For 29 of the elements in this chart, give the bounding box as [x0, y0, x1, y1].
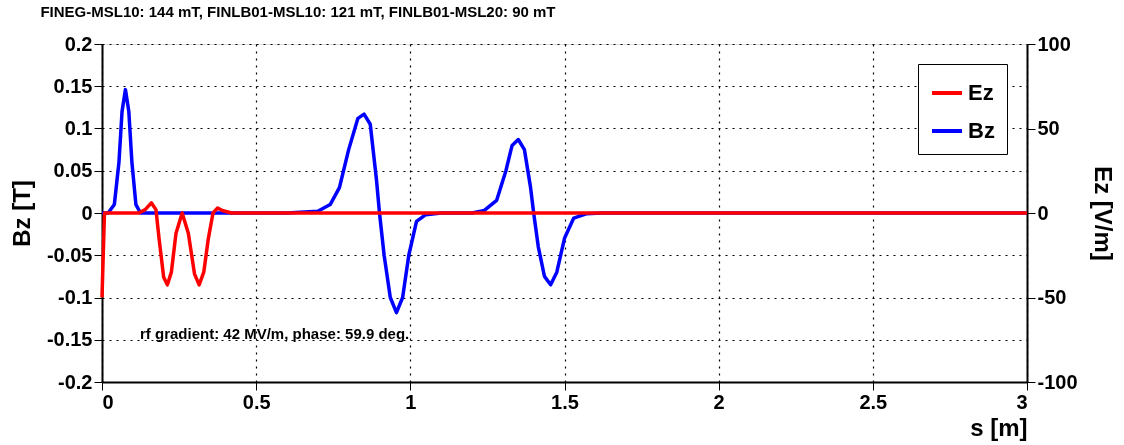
- annotation: rf gradient: 42 MV/m, phase: 59.9 deg.: [140, 325, 410, 342]
- y2-tick-label: -50: [1037, 286, 1067, 308]
- y-tick-label: -0.1: [58, 286, 93, 308]
- y-tick-label: 0.2: [64, 32, 93, 55]
- y-tick-label: -0.2: [58, 370, 93, 393]
- x-tick-label: 1.5: [551, 390, 579, 413]
- x-tick-label: 0.5: [242, 390, 271, 413]
- y-tick-label: 0.05: [53, 159, 93, 182]
- y2-tick-label: 0: [1037, 201, 1049, 224]
- y-tick-label: 0: [81, 201, 93, 224]
- line-series: [100, 201, 1029, 300]
- y2-axis-title: Ez [V/m]: [1089, 166, 1117, 261]
- chart-title: FINEG-MSL10: 144 mT, FINLB01-MSL10: 121 mT, FINLB01-MSL20: 90 mT: [40, 3, 556, 20]
- y-tick-label: -0.15: [46, 328, 93, 351]
- x-axis-title: s [m]: [970, 413, 1028, 441]
- legend-label: Bz: [968, 118, 995, 143]
- y-tick-label: 0.1: [64, 117, 93, 139]
- x-tick-label: 2: [713, 390, 725, 413]
- y-tick-label: -0.05: [46, 243, 93, 266]
- y2-tick-label: -100: [1037, 370, 1078, 393]
- y2-tick-label: 50: [1037, 117, 1060, 139]
- x-tick-label: 0: [102, 390, 114, 413]
- legend-label: Ez: [968, 80, 994, 105]
- x-tick-label: 2.5: [859, 390, 888, 413]
- x-tick-label: 3: [1016, 390, 1028, 413]
- x-tick-label: 1: [405, 390, 417, 413]
- y2-tick-label: 100: [1037, 32, 1071, 55]
- y-tick-label: 0.15: [53, 74, 93, 97]
- y-axis-title: Bz [T]: [7, 180, 35, 247]
